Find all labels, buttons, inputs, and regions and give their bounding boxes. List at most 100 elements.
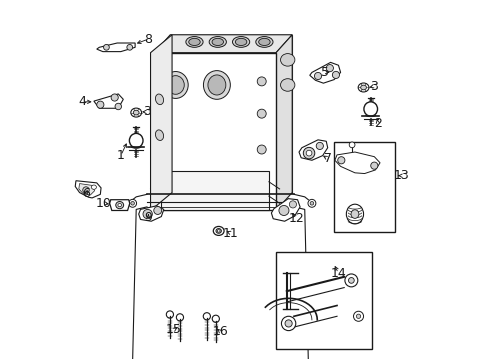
Circle shape bbox=[316, 142, 323, 149]
Ellipse shape bbox=[363, 102, 377, 116]
Polygon shape bbox=[154, 53, 276, 211]
Ellipse shape bbox=[217, 230, 220, 232]
Text: 3: 3 bbox=[142, 105, 151, 118]
Circle shape bbox=[303, 147, 314, 159]
Ellipse shape bbox=[346, 204, 363, 224]
Text: 14: 14 bbox=[330, 267, 346, 280]
Circle shape bbox=[353, 311, 363, 321]
Circle shape bbox=[103, 44, 109, 50]
Ellipse shape bbox=[357, 83, 368, 92]
Circle shape bbox=[332, 71, 339, 78]
Circle shape bbox=[325, 64, 333, 72]
Text: 1: 1 bbox=[117, 149, 124, 162]
Text: 10: 10 bbox=[96, 197, 112, 210]
Polygon shape bbox=[170, 35, 292, 193]
Text: 8: 8 bbox=[144, 32, 152, 46]
Circle shape bbox=[142, 210, 152, 219]
Ellipse shape bbox=[280, 54, 294, 66]
Ellipse shape bbox=[207, 75, 225, 95]
Polygon shape bbox=[161, 171, 268, 211]
Ellipse shape bbox=[129, 134, 142, 148]
Circle shape bbox=[212, 315, 219, 322]
Polygon shape bbox=[154, 35, 292, 53]
Polygon shape bbox=[271, 199, 300, 221]
Circle shape bbox=[281, 316, 295, 330]
Ellipse shape bbox=[360, 85, 366, 90]
Polygon shape bbox=[139, 206, 163, 221]
Polygon shape bbox=[94, 94, 123, 108]
Bar bbox=[201, 96, 233, 132]
Ellipse shape bbox=[258, 39, 269, 45]
Text: 12: 12 bbox=[288, 212, 304, 225]
Bar bbox=[276, 252, 371, 348]
Polygon shape bbox=[109, 200, 129, 211]
Ellipse shape bbox=[133, 110, 139, 115]
Circle shape bbox=[126, 44, 132, 50]
Circle shape bbox=[97, 101, 104, 108]
Ellipse shape bbox=[128, 199, 136, 207]
Polygon shape bbox=[298, 140, 327, 160]
Ellipse shape bbox=[212, 39, 223, 45]
Circle shape bbox=[289, 201, 296, 208]
Circle shape bbox=[176, 314, 183, 321]
Ellipse shape bbox=[216, 229, 221, 233]
Circle shape bbox=[314, 72, 321, 80]
Ellipse shape bbox=[280, 79, 294, 91]
Ellipse shape bbox=[91, 185, 96, 189]
Ellipse shape bbox=[350, 210, 358, 219]
Ellipse shape bbox=[167, 76, 184, 94]
Polygon shape bbox=[309, 62, 340, 83]
Circle shape bbox=[370, 162, 377, 169]
Text: 4: 4 bbox=[78, 95, 86, 108]
Text: 13: 13 bbox=[393, 169, 408, 182]
Polygon shape bbox=[150, 35, 172, 211]
Ellipse shape bbox=[257, 77, 265, 86]
Ellipse shape bbox=[255, 37, 272, 47]
Ellipse shape bbox=[209, 37, 226, 47]
Text: 7: 7 bbox=[323, 152, 331, 165]
Circle shape bbox=[337, 157, 344, 164]
Ellipse shape bbox=[188, 39, 200, 45]
Ellipse shape bbox=[82, 187, 89, 193]
Text: 6: 6 bbox=[82, 187, 90, 200]
Ellipse shape bbox=[155, 130, 163, 140]
Ellipse shape bbox=[213, 226, 224, 235]
Ellipse shape bbox=[185, 37, 203, 47]
Circle shape bbox=[348, 142, 354, 148]
Polygon shape bbox=[276, 35, 292, 211]
Ellipse shape bbox=[257, 145, 265, 154]
Circle shape bbox=[278, 206, 288, 216]
Text: 11: 11 bbox=[223, 226, 238, 239]
Circle shape bbox=[285, 320, 292, 327]
Circle shape bbox=[115, 103, 121, 110]
Text: 16: 16 bbox=[212, 325, 227, 338]
Circle shape bbox=[111, 94, 118, 101]
Text: 2: 2 bbox=[373, 117, 381, 130]
Circle shape bbox=[203, 313, 210, 320]
Circle shape bbox=[153, 207, 162, 215]
Ellipse shape bbox=[307, 199, 315, 207]
Circle shape bbox=[356, 314, 360, 319]
Circle shape bbox=[348, 278, 353, 283]
Text: 5: 5 bbox=[321, 66, 328, 78]
Circle shape bbox=[166, 311, 173, 318]
Polygon shape bbox=[79, 184, 94, 195]
Ellipse shape bbox=[118, 203, 121, 207]
Polygon shape bbox=[75, 181, 101, 198]
Ellipse shape bbox=[203, 71, 230, 99]
Ellipse shape bbox=[116, 202, 123, 209]
Ellipse shape bbox=[155, 94, 163, 105]
Ellipse shape bbox=[232, 37, 249, 47]
Ellipse shape bbox=[131, 108, 142, 117]
Circle shape bbox=[305, 150, 311, 156]
Ellipse shape bbox=[163, 72, 188, 98]
Ellipse shape bbox=[309, 202, 313, 205]
Ellipse shape bbox=[257, 109, 265, 118]
Text: 9: 9 bbox=[144, 211, 152, 224]
Ellipse shape bbox=[131, 202, 134, 205]
Bar bbox=[333, 142, 394, 232]
Circle shape bbox=[344, 274, 357, 287]
Polygon shape bbox=[334, 152, 379, 174]
Polygon shape bbox=[97, 43, 135, 51]
Ellipse shape bbox=[235, 39, 246, 45]
